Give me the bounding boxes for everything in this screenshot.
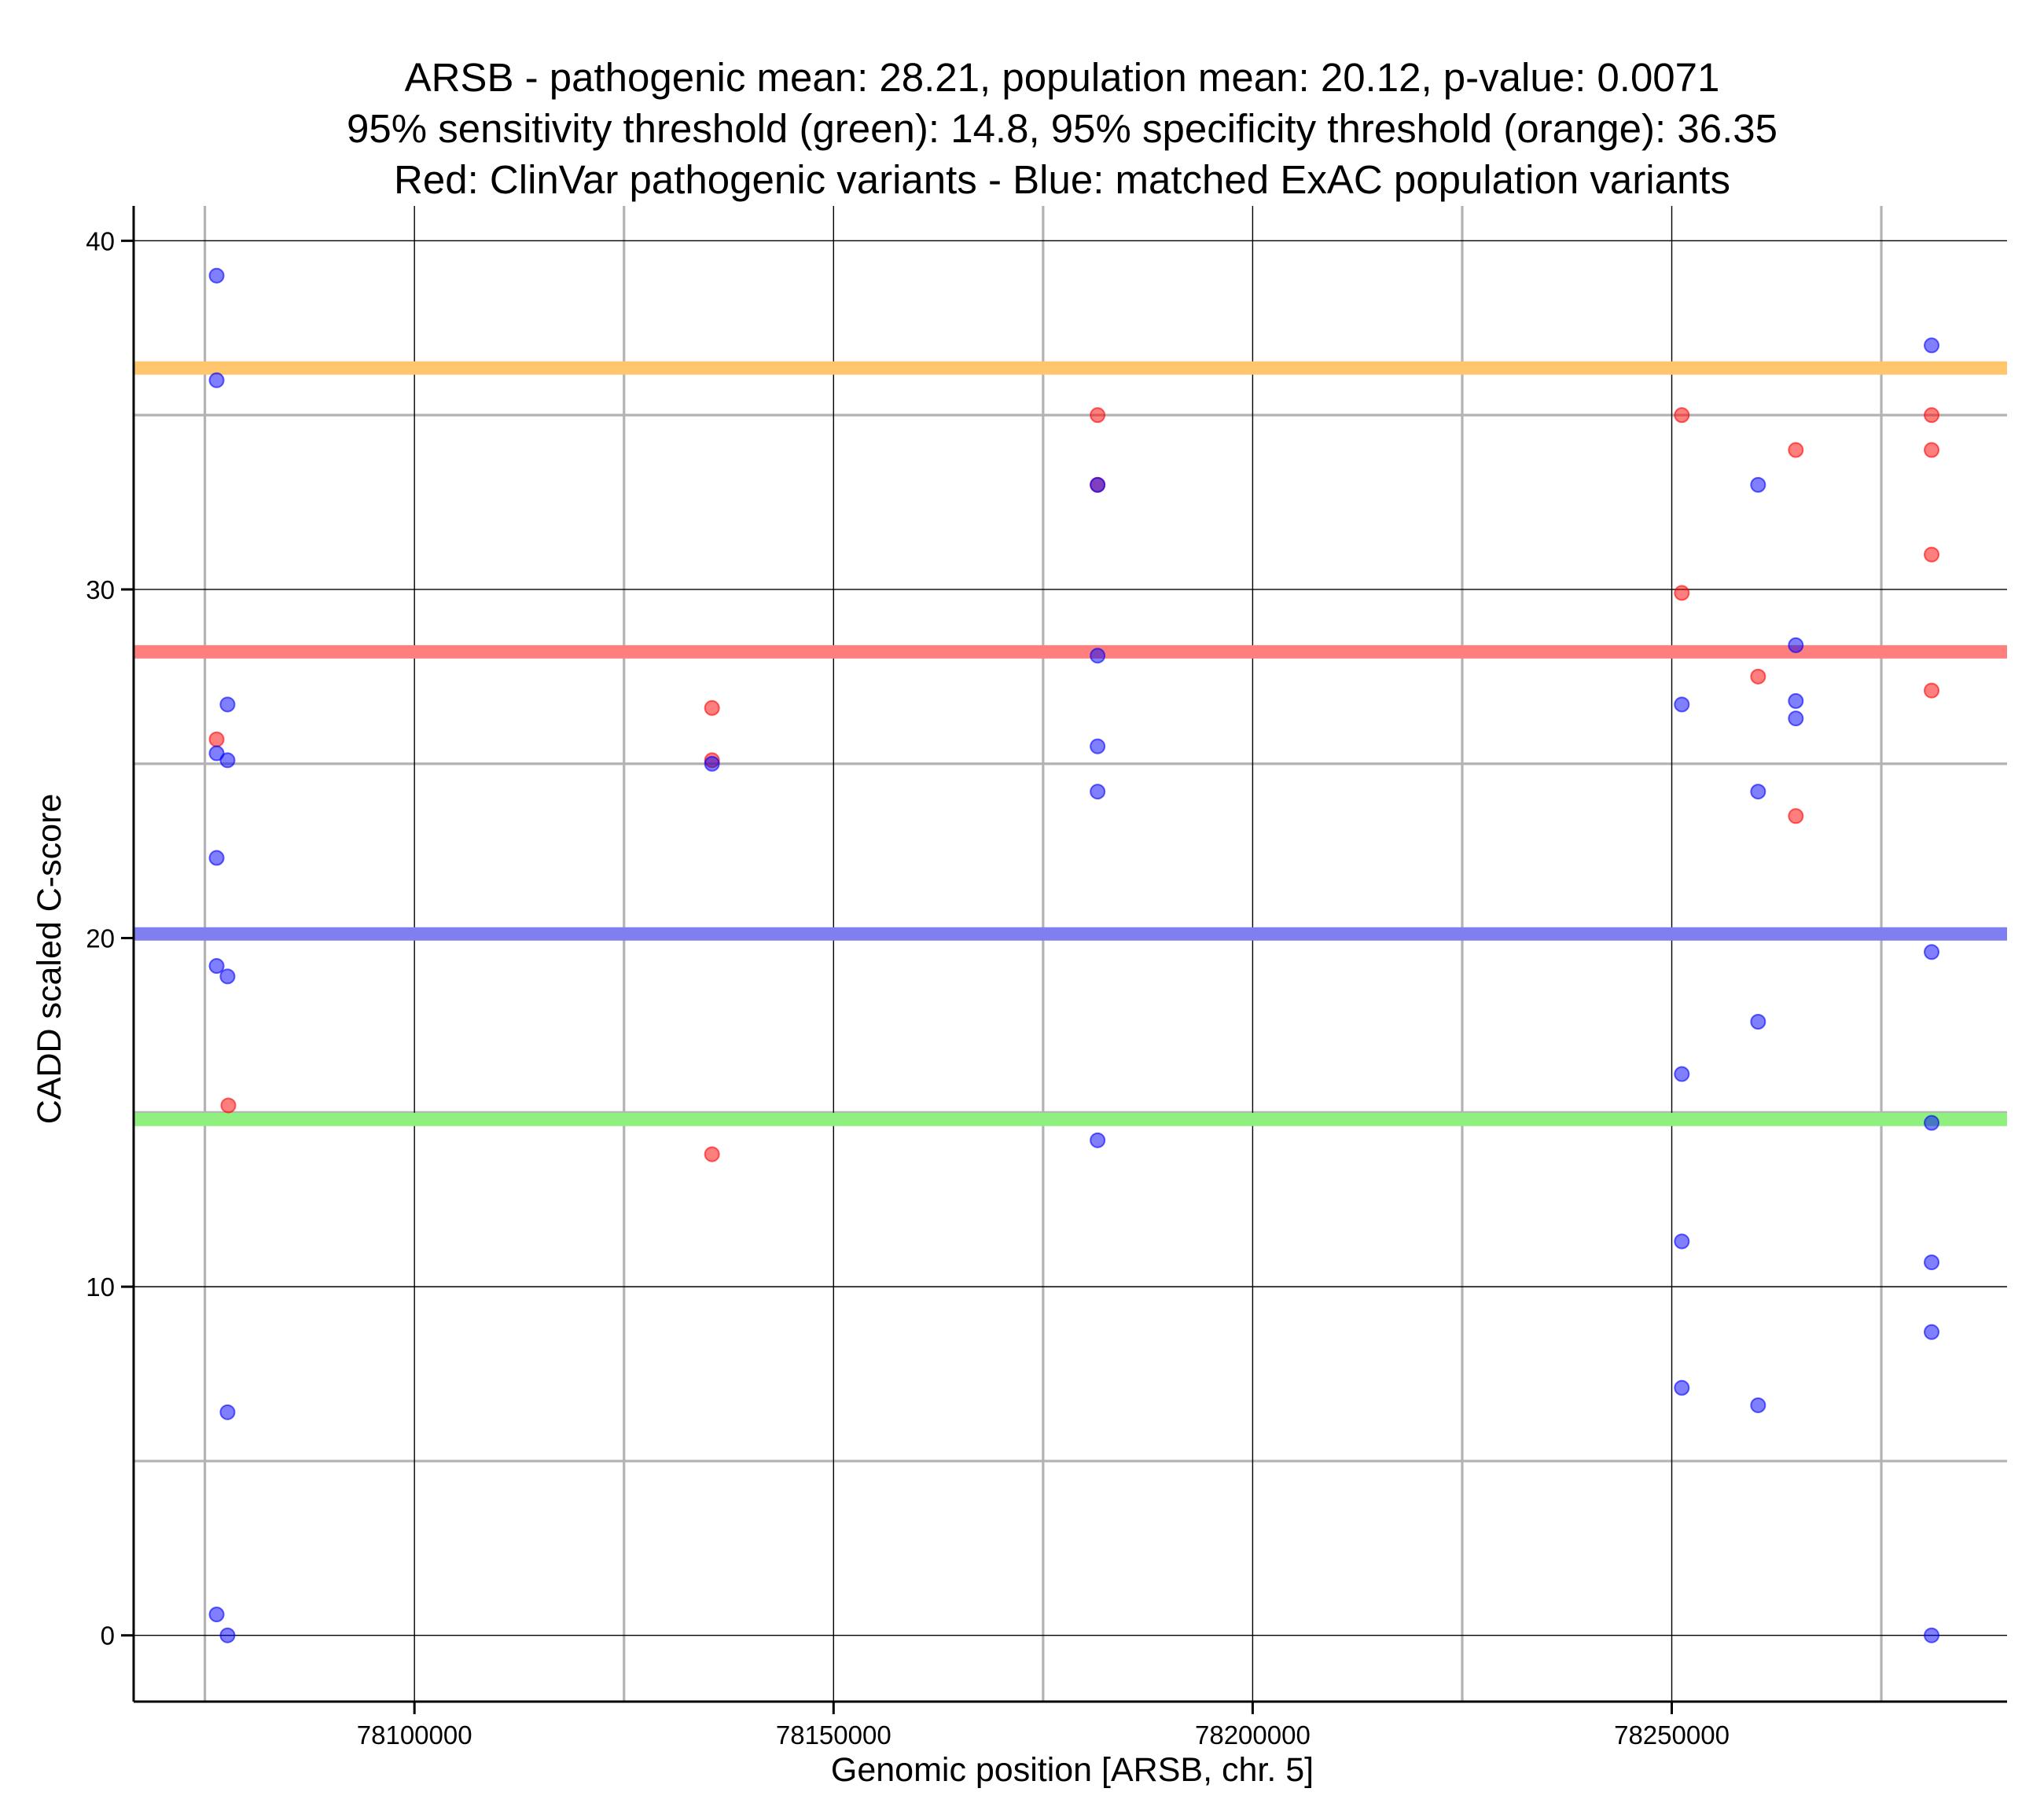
population-point-28: [1924, 337, 1940, 354]
axes: [132, 206, 2007, 1703]
population-point-20: [1674, 1379, 1690, 1396]
population-point-12: [1090, 476, 1106, 493]
population-point-7: [219, 968, 236, 985]
x-axis-ticks: 78100000 78150000 78200000 78250000: [357, 1702, 1730, 1750]
pathogenic-point-8: [1674, 585, 1690, 601]
population-point-29: [1924, 944, 1940, 960]
data-points: [208, 267, 1940, 1643]
pathogenic-point-14: [1924, 546, 1940, 563]
population-point-19: [1674, 1233, 1690, 1250]
pathogenic-point-10: [1788, 442, 1804, 458]
population-point-27: [1788, 711, 1804, 727]
population-point-10: [219, 1627, 236, 1643]
y-tick-label-1: 10: [86, 1272, 115, 1302]
population-point-18: [1674, 1066, 1690, 1082]
reference-lines: [134, 361, 2007, 1126]
x-tick-label-1: 78150000: [776, 1720, 891, 1750]
population-point-17: [1674, 696, 1690, 713]
minor-gridlines: [134, 206, 2007, 1702]
y-tick-label-4: 40: [86, 226, 115, 255]
x-tick-label-3: 78250000: [1614, 1720, 1730, 1750]
title-line-3: Red: ClinVar pathogenic variants - Blue:…: [394, 157, 1730, 202]
population-point-16: [1090, 1132, 1106, 1148]
population-point-13: [1090, 648, 1106, 664]
population-point-6: [208, 958, 225, 975]
population-point-15: [1090, 784, 1106, 800]
major-gridlines: [134, 206, 2007, 1702]
population-point-23: [1750, 1014, 1766, 1030]
population-point-8: [219, 1404, 236, 1420]
population-point-11: [704, 755, 720, 772]
population-point-0: [208, 267, 225, 284]
population-point-1: [208, 372, 225, 388]
pathogenic-point-12: [1924, 407, 1940, 424]
x-tick-label-0: 78100000: [357, 1720, 472, 1750]
y-axis-ticks: 0 10 20 30 40: [86, 226, 134, 1651]
population-point-25: [1788, 637, 1804, 653]
population-point-30: [1924, 1114, 1940, 1131]
pathogenic-point-15: [1924, 682, 1940, 699]
y-axis-title: CADD scaled C-score: [31, 794, 68, 1125]
population-point-9: [208, 1607, 225, 1623]
population-point-31: [1924, 1254, 1940, 1271]
y-tick-label-0: 0: [101, 1621, 115, 1651]
pathogenic-point-7: [1674, 407, 1690, 424]
title-line-1: ARSB - pathogenic mean: 28.21, populatio…: [405, 55, 1720, 100]
chart-title: ARSB - pathogenic mean: 28.21, populatio…: [347, 55, 1777, 202]
population-point-2: [219, 696, 236, 713]
y-tick-label-3: 30: [86, 575, 115, 604]
y-tick-label-2: 20: [86, 924, 115, 953]
population-point-4: [219, 752, 236, 769]
population-point-22: [1750, 784, 1766, 800]
x-tick-label-2: 78200000: [1195, 1720, 1311, 1750]
pathogenic-point-11: [1788, 808, 1804, 824]
population-point-3: [208, 745, 225, 762]
population-point-33: [1924, 1627, 1940, 1643]
pathogenic-point-4: [704, 1146, 720, 1162]
pathogenic-point-13: [1924, 442, 1940, 458]
population-point-24: [1750, 1397, 1766, 1413]
pathogenic-point-5: [1090, 407, 1106, 424]
population-point-14: [1090, 738, 1106, 755]
population-point-32: [1924, 1324, 1940, 1340]
pathogenic-point-9: [1750, 668, 1766, 685]
pathogenic-point-2: [704, 700, 720, 716]
pathogenic-point-0: [208, 731, 225, 747]
x-axis-title: Genomic position [ARSB, chr. 5]: [831, 1751, 1314, 1789]
population-point-26: [1788, 692, 1804, 709]
title-line-2: 95% sensitivity threshold (green): 14.8,…: [347, 106, 1777, 151]
population-point-5: [208, 850, 225, 866]
pathogenic-point-1: [220, 1097, 237, 1114]
population-point-21: [1750, 476, 1766, 493]
